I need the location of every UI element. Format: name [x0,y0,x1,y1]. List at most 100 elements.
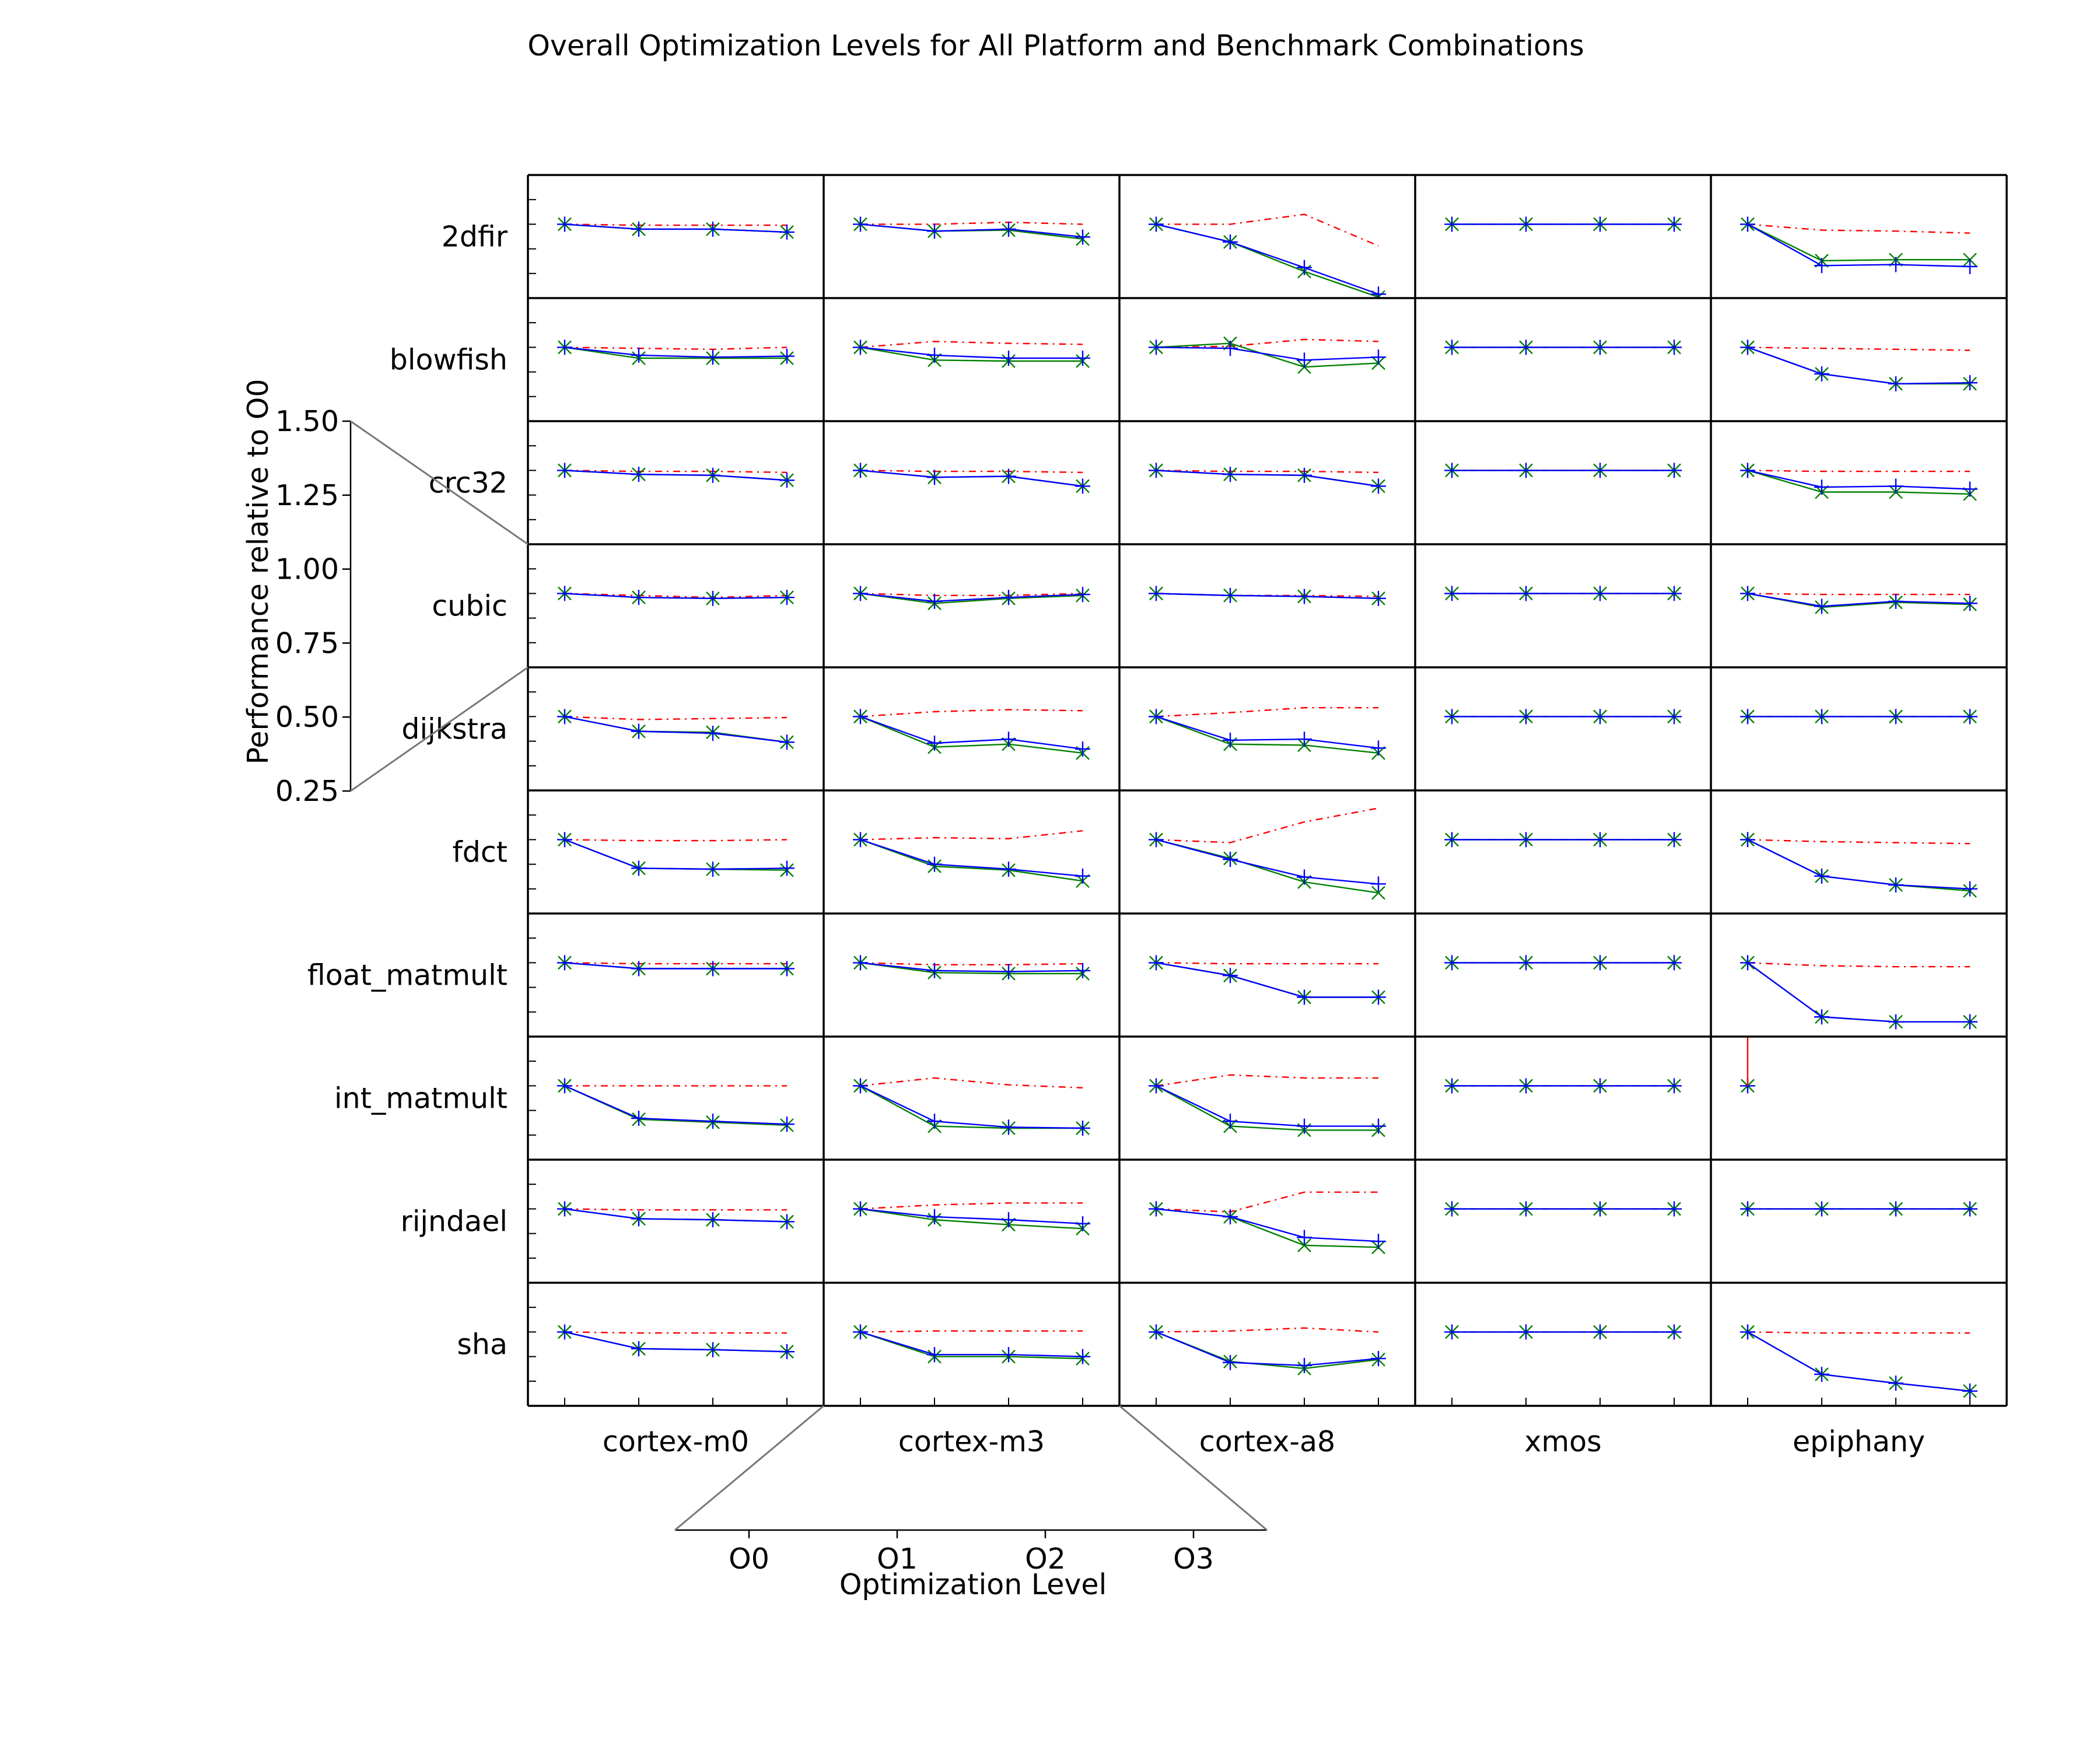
y-scale-inset: 1.50 1.25 1.00 0.75 0.50 0.25 [275,405,528,808]
plus-marker [557,586,572,601]
plus-marker [1740,586,1755,601]
x-marker [1297,1238,1311,1252]
plus-marker [1223,587,1238,603]
plus-marker [1075,478,1090,494]
series-line-green [564,839,788,871]
series-line-blue [564,1085,788,1125]
plus-marker [1667,709,1682,724]
series-line-red [1156,1327,1379,1333]
plus-marker [1667,463,1682,478]
plus-marker [1297,989,1312,1005]
series-line-blue [564,593,788,600]
plus-marker [557,1201,572,1217]
series-line-blue [860,346,1083,359]
plus-marker [1667,1078,1682,1094]
series-line-red [860,1202,1083,1210]
plus-marker [1223,968,1238,984]
cell-float_matmult-cortex-m3 [853,955,1090,981]
plus-marker [1371,740,1386,756]
plus-marker [1075,1216,1090,1231]
plus-marker [1371,286,1386,298]
plus-marker [1814,258,1829,274]
series-line-red [564,716,788,720]
series-line-red [564,1208,787,1211]
cell-rijndael-cortex-a8 [1149,1191,1386,1255]
plus-marker [779,473,794,488]
plus-marker [1962,375,1978,391]
plus-marker [1297,1357,1312,1373]
series-line-green [564,346,787,359]
series-line-red [564,962,787,965]
plus-marker [1223,341,1238,356]
cell-crc32-cortex-m3 [853,463,1090,494]
plus-marker [631,723,646,739]
cell-rijndael-xmos [1444,1201,1682,1217]
series-line-red [1747,1331,1970,1334]
plus-marker [1962,1014,1978,1030]
inset-x-tick-label-O0: O0 [729,1542,769,1576]
series-line-red [1747,223,1971,234]
series-line-blue [860,470,1083,487]
series-line-blue [564,470,788,481]
plus-marker [1667,1201,1682,1217]
plus-marker [1371,1350,1386,1366]
series-line-blue [1156,470,1379,487]
plus-marker [1962,258,1978,274]
plus-marker [631,1111,646,1126]
series-line-green [1156,1331,1379,1370]
plus-marker [1592,1324,1608,1340]
cell-crc32-xmos [1444,463,1682,478]
series-line-blue [564,1331,788,1353]
series-line-blue [1747,593,1971,607]
series-line-red [1747,470,1970,473]
cell-cubic-cortex-m3 [853,586,1090,611]
plus-marker [557,709,572,724]
cell-fdct-epiphany [1740,832,1978,898]
series-line-red [564,223,787,226]
plus-marker [705,961,720,977]
plus-marker [927,856,942,872]
series-line-green [1747,1331,1971,1392]
plus-marker [1075,868,1090,884]
plus-marker [1075,587,1090,603]
series-line-red [1747,346,1971,351]
plus-marker [1001,590,1016,606]
plus-marker [1001,732,1016,747]
plus-marker [1888,376,1903,391]
plus-marker [1371,349,1386,365]
plus-marker [1149,1078,1164,1094]
plus-marker [1223,467,1238,482]
series-line-blue [564,1208,788,1223]
plus-marker [1297,589,1312,604]
series-line-red [1156,338,1379,348]
plus-marker [1740,463,1755,478]
series-line-blue [1747,223,1971,268]
plus-marker [1814,1009,1829,1025]
plus-marker [1518,832,1534,848]
plus-marker [1740,1201,1755,1217]
series-line-blue [1156,839,1379,885]
plus-marker [1518,340,1534,355]
plus-marker [705,1212,720,1227]
plus-marker [1518,1078,1534,1094]
plus-marker [1592,340,1608,355]
cell-blowfish-epiphany [1740,340,1978,391]
plus-marker [1518,216,1534,232]
plus-marker [557,1078,572,1094]
plus-marker [927,1114,942,1129]
inset-y-tick-label: 1.00 [275,553,339,586]
row-label-cubic: cubic [432,590,508,623]
series-line-green [1747,593,1971,608]
plus-marker [1149,832,1164,848]
plus-marker [1592,832,1608,848]
series-line-blue [1156,1331,1379,1367]
plus-marker [1814,598,1829,614]
series-line-blue [1156,1208,1379,1242]
plus-marker [927,223,942,239]
cell-rijndael-cortex-m0 [557,1201,794,1230]
inset-y-tick-label: 0.25 [275,775,339,808]
plus-marker [1962,1383,1978,1399]
plus-marker [557,1324,572,1340]
plus-marker [1001,964,1016,979]
plus-marker [1888,593,1903,609]
